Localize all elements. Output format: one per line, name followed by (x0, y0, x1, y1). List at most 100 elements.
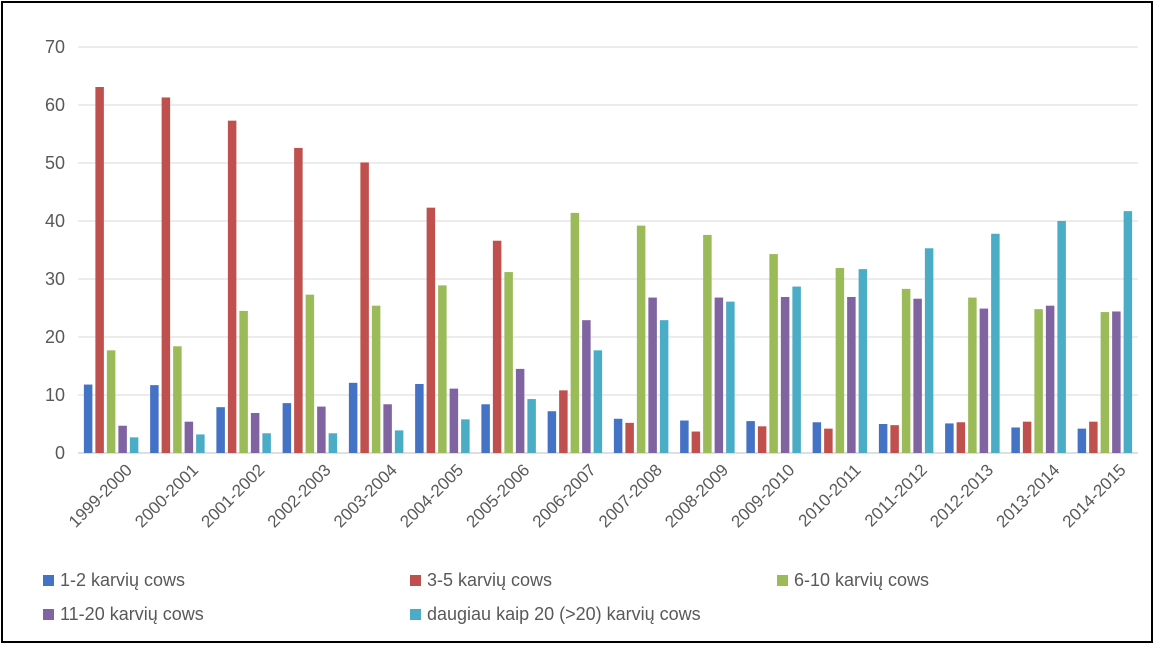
bar (726, 301, 735, 453)
x-tick-label: 2012-2013 (926, 460, 997, 531)
bar (913, 298, 922, 453)
legend-swatch (777, 575, 788, 586)
bar (95, 87, 104, 454)
bar (449, 388, 459, 453)
bar (83, 384, 93, 453)
bar (780, 296, 790, 453)
bar (106, 350, 116, 453)
bar (118, 425, 127, 453)
legend-swatch (43, 609, 54, 620)
legend: 1-2 karvių cows 3-5 karvių cows 6-10 karvi… (43, 570, 929, 624)
x-tick-label: 2011-2012 (861, 460, 931, 530)
bar (150, 385, 159, 453)
bar (547, 411, 557, 453)
bar (991, 233, 1000, 453)
bar (371, 305, 381, 453)
bar (161, 97, 171, 454)
bar (593, 350, 603, 453)
bar (636, 225, 646, 453)
y-tick-label: 60 (45, 95, 65, 115)
bar (757, 426, 767, 453)
bar (317, 406, 326, 453)
x-tick-label: 2008-2009 (661, 460, 732, 531)
bar (360, 162, 369, 454)
bar (1022, 421, 1032, 453)
bar (250, 412, 260, 453)
x-tick-label: 2014-2015 (1059, 460, 1130, 531)
bar (792, 286, 801, 453)
legend-label: 6-10 karvių cows (794, 570, 929, 590)
x-tick-label: 2005-2006 (463, 460, 534, 531)
x-tick-label: 2013-2014 (993, 460, 1064, 531)
y-tick-label: 20 (45, 327, 65, 347)
bar (691, 431, 701, 453)
y-axis-ticks: 0 10 20 30 40 50 60 70 (45, 37, 65, 463)
y-tick-label: 40 (45, 211, 65, 231)
bar (979, 308, 989, 453)
y-tick-label: 30 (45, 269, 65, 289)
y-tick-label: 10 (45, 385, 65, 405)
bar (461, 419, 470, 453)
x-tick-label: 2002-2003 (264, 460, 335, 531)
y-tick-label: 50 (45, 153, 65, 173)
bar (129, 437, 139, 453)
bar (394, 430, 404, 453)
bar (1112, 311, 1121, 453)
bar (426, 207, 436, 453)
bar (415, 383, 424, 453)
bar (703, 234, 712, 453)
x-tick-label: 2006-2007 (529, 460, 600, 531)
bar (648, 297, 657, 453)
bar (824, 428, 833, 453)
bar (216, 407, 225, 453)
x-tick-label: 2001-2002 (198, 460, 269, 531)
bar (504, 272, 513, 453)
bar (348, 382, 358, 453)
bar (481, 404, 490, 453)
bar (968, 297, 977, 453)
x-tick-label: 1999-2000 (65, 460, 136, 531)
bar (582, 320, 591, 453)
bar (492, 240, 502, 453)
bar (890, 425, 899, 453)
bar (239, 310, 248, 453)
bar (956, 422, 966, 453)
bar (282, 403, 292, 453)
bar (858, 269, 868, 453)
bar (613, 418, 623, 453)
legend-swatch (410, 575, 421, 586)
gridlines (78, 46, 1138, 454)
bar (901, 288, 911, 453)
bar (262, 433, 271, 453)
bar (227, 120, 237, 453)
bar (1011, 427, 1020, 453)
bar (527, 399, 536, 453)
x-tick-label: 2003-2004 (330, 460, 401, 531)
legend-swatch (43, 575, 54, 586)
bar (559, 390, 568, 453)
bar (1077, 428, 1087, 453)
bar (328, 433, 338, 453)
bars (83, 87, 1133, 454)
bar (714, 297, 724, 453)
bar (1100, 312, 1110, 453)
bar (680, 420, 689, 453)
x-tick-label: 2009-2010 (728, 460, 799, 531)
y-tick-label: 0 (55, 443, 65, 463)
x-tick-label: 2007-2008 (595, 460, 666, 531)
legend-label: daugiau kaip 20 (>20) karvių cows (427, 604, 701, 624)
bar (294, 147, 303, 454)
bar (196, 434, 205, 453)
bar (1045, 305, 1055, 453)
bar (769, 254, 778, 453)
x-tick-label: 2010-2011 (795, 460, 865, 530)
bar-chart: 0 10 20 30 40 50 60 70 1999-20002000-20012001-2… (43, 37, 1138, 624)
bar (1034, 309, 1043, 453)
bar (812, 422, 822, 453)
x-tick-label: 2000-2001 (131, 460, 202, 531)
x-tick-label: 2004-2005 (396, 460, 467, 531)
x-axis-ticks: 1999-20002000-20012001-20022002-20032003… (65, 460, 1130, 531)
bar (438, 285, 447, 453)
bar (625, 422, 634, 453)
